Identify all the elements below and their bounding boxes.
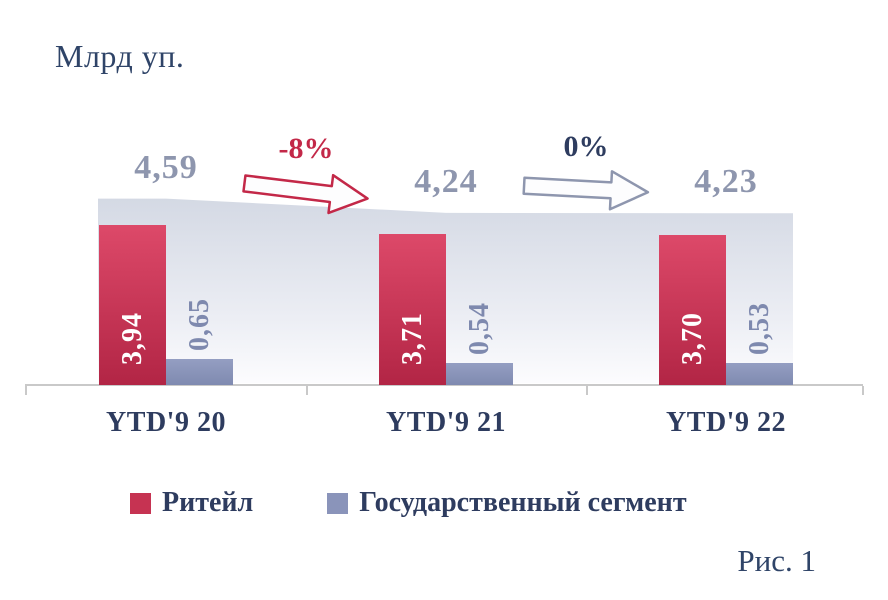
- bar-value-text: 3,70: [676, 312, 708, 365]
- x-axis-label: YTD'9 20: [106, 407, 226, 438]
- bar-value-government: 0,65: [166, 298, 233, 351]
- bar-retail: [99, 225, 166, 385]
- bar-retail: [379, 234, 446, 385]
- bar-value-retail: 3,94: [99, 312, 166, 365]
- legend-swatch-government: [327, 492, 349, 514]
- bar-value-government: 0,54: [446, 302, 513, 355]
- x-axis-label: YTD'9 22: [666, 407, 786, 438]
- delta-arrow-decline: [239, 160, 374, 222]
- bar-value-text: 0,65: [183, 297, 215, 351]
- bar-value-government: 0,53: [726, 302, 793, 355]
- axis-tick: [25, 386, 27, 395]
- bar-value-retail: 3,70: [659, 312, 726, 365]
- legend-item-government: Государственный сегмент: [327, 487, 687, 519]
- legend-swatch-retail: [130, 492, 151, 514]
- total-label: 4,23: [694, 163, 758, 201]
- bar-value-text: 0,53: [743, 302, 775, 356]
- axis-tick: [862, 386, 864, 395]
- chart-title: Млрд уп.: [55, 38, 185, 74]
- bar-value-text: 3,71: [396, 312, 428, 365]
- legend: Ритейл Государственный сегмент: [130, 487, 687, 519]
- legend-label-retail: Ритейл: [162, 487, 254, 518]
- figure-caption: Рис. 1: [737, 543, 816, 578]
- bar-retail: [659, 234, 726, 385]
- bar-government: [446, 363, 513, 385]
- x-axis-label: YTD'9 21: [386, 407, 506, 438]
- delta-label: 0%: [563, 130, 609, 163]
- x-axis-line: [25, 384, 863, 386]
- bar-value-text: 0,54: [463, 302, 495, 356]
- bar-value-text: 3,94: [116, 312, 148, 365]
- axis-tick: [586, 386, 588, 395]
- legend-label-government: Государственный сегмент: [359, 487, 687, 518]
- bar-government: [166, 358, 233, 385]
- legend-item-retail: Ритейл: [130, 487, 253, 519]
- total-label: 4,24: [414, 162, 478, 200]
- plot-area: 3,94 0,65 4,59 YTD'9 20 3,71 0,54 4,24 YTD'9 21…: [25, 120, 864, 438]
- delta-label: -8%: [278, 132, 334, 165]
- axis-tick: [306, 386, 308, 395]
- total-label: 4,59: [134, 148, 198, 186]
- bar-government: [726, 363, 793, 385]
- delta-arrow-flat: [520, 163, 652, 216]
- bar-value-retail: 3,71: [379, 312, 446, 365]
